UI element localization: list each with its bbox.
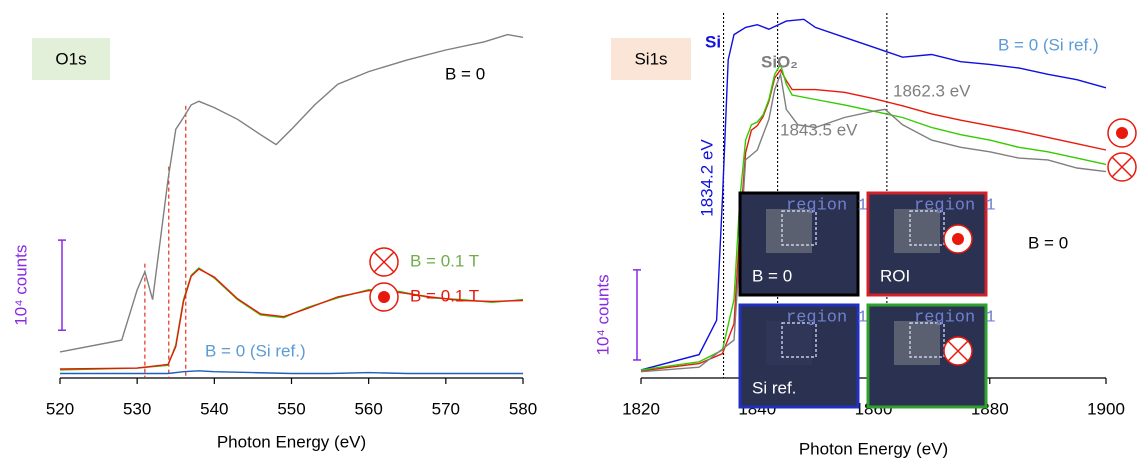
inset-tag: region 1: [786, 308, 868, 327]
inset-tag: region 1: [914, 196, 996, 215]
inset-label: Si ref.: [752, 378, 796, 397]
scale-bar-label: 10⁴ counts: [11, 245, 30, 326]
spectrum-line: [59, 268, 524, 370]
icon: [373, 251, 395, 273]
series-label: B = 0.1 T: [410, 286, 479, 305]
x-axis-title: Photon Energy (eV): [799, 439, 948, 458]
inset-roi: [781, 210, 817, 246]
panel-label: O1s: [55, 49, 86, 68]
panel-label-box: [611, 38, 691, 80]
annotation: 1834.2 eV: [697, 139, 716, 217]
x-tick-label: 560: [354, 399, 382, 418]
spectrum-line: [640, 18, 1107, 371]
icon: [1111, 156, 1133, 178]
inset-sample: [766, 321, 812, 365]
spectrum-line: [640, 71, 1107, 373]
icon: [378, 291, 390, 303]
icon: [952, 233, 964, 245]
x-tick-label: 1900: [1087, 399, 1125, 418]
series-label: B = 0.1 T: [410, 251, 479, 270]
annotation: 1862.3 eV: [893, 81, 971, 100]
inset-tag: region 1: [786, 196, 868, 215]
inset-sample: [894, 321, 940, 365]
inset-roi: [909, 210, 945, 246]
inset-roi: [909, 322, 945, 358]
x-axis-title: Photon Energy (eV): [217, 432, 366, 451]
x-tick-label: 520: [46, 399, 74, 418]
inset-tag: region 1: [914, 308, 996, 327]
inset-label: ROI: [880, 266, 910, 285]
x-tick-label: 1820: [622, 399, 660, 418]
spectrum-line: [59, 33, 524, 353]
annotation: Si: [705, 32, 721, 51]
x-tick-label: 530: [123, 399, 151, 418]
icon: [1116, 127, 1128, 139]
inset-roi: [781, 322, 817, 358]
inset-label: B = 0: [752, 266, 792, 285]
panel-label-box: [32, 38, 110, 80]
panel-label: Si1s: [634, 49, 667, 68]
x-tick-label: 580: [509, 399, 537, 418]
series-label: B = 0 (Si ref.): [205, 341, 306, 360]
x-tick-label: 570: [432, 399, 460, 418]
x-tick-label: 550: [277, 399, 305, 418]
annotation: SiO₂: [761, 52, 798, 71]
inset-sample: [766, 209, 812, 253]
spectrum-line: [60, 370, 523, 375]
annotation: 1843.5 eV: [780, 120, 858, 139]
scale-bar-label: 10⁴ counts: [593, 274, 612, 355]
inset-sample: [894, 209, 940, 253]
x-tick-label: 540: [200, 399, 228, 418]
series-label: B = 0: [1028, 233, 1068, 252]
series-label: B = 0 (Si ref.): [998, 35, 1099, 54]
icon: [947, 340, 969, 362]
series-label: B = 0: [445, 64, 485, 83]
